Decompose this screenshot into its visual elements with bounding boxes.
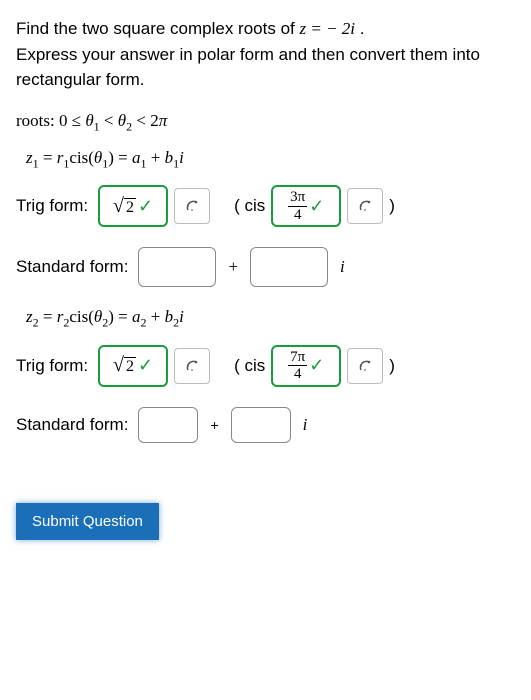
- calculator-icon[interactable]: [347, 188, 383, 224]
- z2-trig-row: Trig form: √2 ✓ ( cis 7π 4 ✓ ): [16, 345, 515, 387]
- calculator-icon[interactable]: [174, 348, 210, 384]
- a2-input[interactable]: [138, 407, 198, 443]
- theta1-num: 3π: [288, 189, 307, 207]
- theta1-input[interactable]: 3π 4 ✓: [271, 185, 341, 227]
- plus-label: +: [228, 257, 238, 277]
- r2-input[interactable]: √2 ✓: [98, 345, 168, 387]
- standard-form-label: Standard form:: [16, 257, 128, 277]
- b1-input[interactable]: [250, 247, 328, 287]
- theta2-input[interactable]: 7π 4 ✓: [271, 345, 341, 387]
- z1-standard-row: Standard form: + i: [16, 247, 515, 287]
- z2-definition: z2 = r2cis(θ2) = a2 + b2i: [26, 307, 515, 330]
- z1-trig-row: Trig form: √2 ✓ ( cis 3π 4 ✓ ): [16, 185, 515, 227]
- trig-form-label: Trig form:: [16, 196, 88, 216]
- cis-label: ( cis: [234, 356, 265, 376]
- submit-button[interactable]: Submit Question: [16, 503, 159, 540]
- calculator-icon[interactable]: [174, 188, 210, 224]
- theta2-den: 4: [292, 366, 304, 383]
- calculator-icon[interactable]: [347, 348, 383, 384]
- a1-input[interactable]: [138, 247, 216, 287]
- check-icon: ✓: [138, 355, 153, 376]
- standard-form-label: Standard form:: [16, 415, 128, 435]
- theta1-den: 4: [292, 207, 304, 224]
- theta2-num: 7π: [288, 349, 307, 367]
- cis-label: ( cis: [234, 196, 265, 216]
- check-icon: ✓: [309, 355, 324, 376]
- check-icon: ✓: [309, 196, 324, 217]
- z1-definition: z1 = r1cis(θ1) = a1 + b1i: [26, 148, 515, 171]
- close-paren: ): [389, 196, 395, 216]
- close-paren: ): [389, 356, 395, 376]
- r1-input[interactable]: √2 ✓: [98, 185, 168, 227]
- z2-standard-row: Standard form: + i: [16, 407, 515, 443]
- plus-label: +: [210, 417, 218, 433]
- q-line2: Express your answer in polar form and th…: [16, 45, 480, 90]
- roots-constraint: roots: 0 ≤ θ1 < θ2 < 2π: [16, 111, 515, 134]
- i-label: i: [303, 415, 308, 435]
- check-icon: ✓: [138, 196, 153, 217]
- trig-form-label: Trig form:: [16, 356, 88, 376]
- b2-input[interactable]: [231, 407, 291, 443]
- q-zexpr: z = − 2i: [299, 19, 355, 38]
- question-text: Find the two square complex roots of z =…: [16, 16, 515, 93]
- q-suffix: .: [355, 19, 364, 38]
- q-prefix: Find the two square complex roots of: [16, 19, 299, 38]
- i-label: i: [340, 257, 345, 277]
